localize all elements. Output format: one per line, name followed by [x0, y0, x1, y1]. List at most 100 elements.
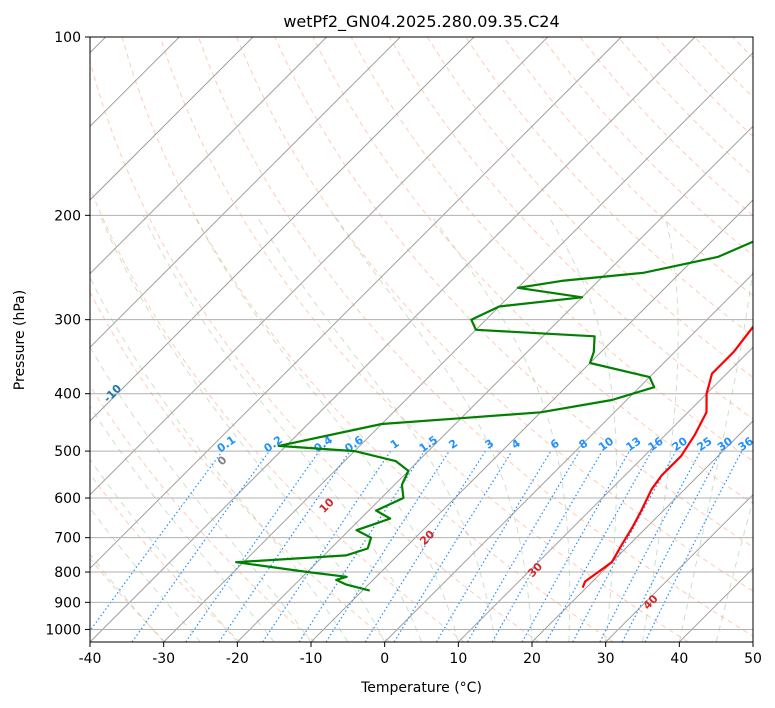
isotherm-line	[310, 199, 753, 642]
y-tick-label: 900	[54, 595, 81, 611]
isotherm-line	[90, 37, 696, 642]
moist-adiabat-line	[193, 215, 459, 642]
mixing-ratio-line	[521, 450, 631, 642]
dry-adiabat-label: 0	[215, 453, 230, 468]
mixing-ratio-line	[218, 450, 351, 642]
moist-adiabat-line	[642, 215, 679, 642]
y-tick-label: 1000	[45, 622, 81, 638]
dry-adiabat-line	[771, 37, 775, 642]
moist-adiabat-line	[333, 215, 533, 642]
moist-adiabat-line	[430, 215, 571, 642]
y-tick-label: 100	[54, 30, 81, 46]
mixing-ratio-label: 1.5	[417, 433, 440, 455]
profile-series	[235, 240, 753, 592]
y-tick-label: 800	[54, 565, 81, 581]
dry-adiabat-line	[159, 37, 689, 642]
x-tick-label: -30	[152, 651, 175, 667]
dry-adiabat-line	[656, 37, 753, 138]
dry-adiabat-line	[694, 37, 753, 98]
moist-adiabat-line	[255, 215, 496, 642]
mixing-ratio-line	[435, 450, 552, 642]
y-axis-title: Pressure (hPa)	[12, 290, 28, 390]
isotherm-line	[457, 346, 753, 642]
x-tick-label: 30	[597, 651, 615, 667]
moist-adiabat-line	[715, 498, 753, 642]
y-tick-label: 400	[54, 387, 81, 403]
chart-title: wetPf2_GN04.2025.280.09.35.C24	[283, 12, 559, 32]
x-tick-label: 0	[380, 651, 389, 667]
grid-lines	[90, 36, 753, 630]
x-axis-ticks: -40 -30 -20 -10 0 10 20 30 40 50	[79, 642, 762, 667]
y-tick-label: 600	[54, 491, 81, 507]
moist-adiabat-line	[90, 405, 275, 642]
mixing-ratio-line	[621, 450, 722, 642]
dry-adiabat-label: 30	[525, 560, 545, 580]
dry-adiabat-line	[90, 59, 540, 642]
x-tick-label: -40	[79, 651, 102, 667]
dry-adiabat-line	[274, 37, 753, 548]
isotherm-line	[90, 37, 549, 496]
isotherm-line	[752, 641, 753, 642]
dry-adiabat-line	[90, 186, 465, 642]
dry-adiabat-line	[236, 37, 753, 592]
moist-adiabat-line	[678, 265, 753, 642]
dry-adiabat-line	[90, 472, 241, 642]
x-tick-label: -10	[300, 651, 323, 667]
mixing-ratio-label: 4	[509, 437, 523, 452]
isotherm-line	[605, 493, 753, 642]
isotherm-line	[531, 420, 753, 642]
y-tick-label: 500	[54, 444, 81, 460]
mixing-ratio-label: 2	[446, 437, 460, 452]
isotherm-line	[90, 37, 254, 201]
dry-adiabat-line	[90, 291, 390, 642]
mixing-ratio-line	[90, 450, 223, 632]
mixing-ratio-line	[466, 450, 580, 642]
mixing-ratio-line	[262, 450, 392, 642]
dry-adiabat-label: -10	[101, 382, 124, 405]
dewpoint-profile	[235, 240, 753, 592]
background-lines	[90, 37, 775, 642]
moist-adiabat-line	[90, 345, 312, 642]
isotherm-line	[90, 37, 475, 422]
isotherm-line	[236, 125, 753, 642]
dry-adiabat-line	[503, 37, 753, 297]
x-tick-label: 40	[670, 651, 688, 667]
dry-adiabat-line	[121, 37, 614, 642]
mixing-ratio-line	[644, 450, 743, 642]
dry-adiabat-line	[90, 384, 316, 642]
isotherm-line	[384, 272, 753, 642]
y-tick-label: 200	[54, 208, 81, 224]
mixing-ratio-line	[298, 450, 425, 642]
x-tick-label: 20	[523, 651, 541, 667]
plot-frame	[89, 36, 754, 643]
moist-adiabat-line	[90, 507, 201, 642]
isotherm-line	[678, 567, 753, 642]
mixing-ratio-line	[599, 450, 702, 642]
x-tick-label: 50	[744, 651, 762, 667]
dry-adiabat-line	[312, 37, 753, 505]
dry-adiabat-line	[90, 557, 166, 642]
isotherm-line	[90, 37, 622, 570]
moist-adiabat-line	[90, 458, 238, 642]
isotherm-line	[90, 37, 401, 349]
mixing-ratio-label: 0.1	[215, 433, 238, 455]
mixing-ratio-label: 1	[388, 437, 402, 452]
line-labels: 0.10.20.40.611.52346810131620253036-100-…	[101, 382, 756, 613]
x-axis-title: Temperature (°C)	[360, 680, 482, 696]
mixing-ratio-line	[131, 450, 270, 642]
mixing-ratio-line	[572, 450, 677, 642]
dry-adiabat-label: 40	[641, 592, 661, 612]
mixing-ratio-line	[185, 450, 320, 642]
mixing-ratio-line	[545, 450, 653, 642]
moist-adiabat-line	[142, 215, 422, 642]
temperature-profile	[581, 325, 753, 589]
x-tick-label: 10	[449, 651, 467, 667]
dry-adiabat-label: 20	[417, 528, 437, 548]
y-tick-label: 700	[54, 531, 81, 547]
x-tick-label: -20	[226, 651, 249, 667]
moist-adiabat-line	[99, 215, 386, 642]
mixing-ratio-label: 36	[736, 434, 756, 454]
isotherm-line	[90, 37, 328, 275]
